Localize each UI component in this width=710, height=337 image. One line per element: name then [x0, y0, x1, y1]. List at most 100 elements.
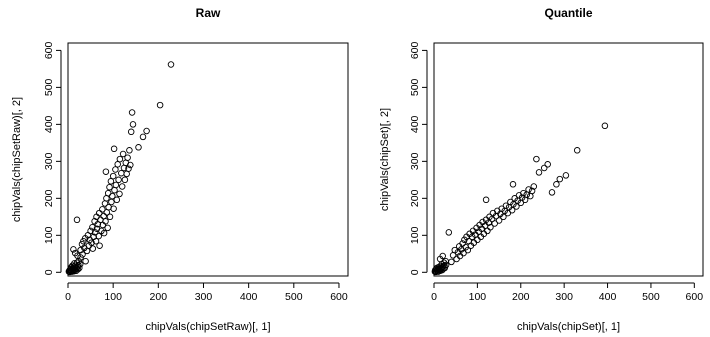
y-axis-label: chipVals(chipSet)[, 2] [379, 108, 391, 211]
y-tick-label: 0 [409, 269, 421, 275]
data-point [82, 257, 89, 265]
x-axis-label: chipVals(chipSet)[, 1] [517, 321, 620, 333]
data-point [114, 161, 121, 168]
data-point [73, 216, 81, 224]
x-axis-label: chipVals(chipSetRaw)[, 1] [145, 321, 270, 333]
data-point [445, 229, 453, 236]
data-point [108, 198, 115, 206]
data-point [553, 181, 560, 188]
x-tick-label: 100 [104, 291, 122, 303]
quantile-panel: Quantile 0 100 200 300 400 500 600 chipVals(chip… [379, 6, 704, 333]
data-point [513, 203, 520, 210]
data-point [111, 186, 118, 194]
x-tick-label: 500 [642, 291, 660, 303]
x-tick-label: 0 [65, 291, 71, 303]
y-tick-label: 100 [409, 226, 421, 244]
data-point [118, 183, 126, 190]
data-point [535, 169, 543, 176]
x-tick-label: 600 [330, 291, 348, 303]
x-tick-label: 300 [555, 291, 573, 303]
data-point [441, 264, 449, 272]
data-point [109, 192, 116, 200]
data-point [509, 181, 517, 188]
raw-panel: Raw 0 100 200 300 400 500 600 chipVals(chipSetRa… [11, 6, 349, 333]
data-point [540, 164, 548, 172]
data-point [76, 264, 83, 272]
data-point [102, 168, 110, 175]
data-point [89, 245, 97, 252]
data-point [119, 150, 127, 158]
data-point [127, 128, 135, 136]
data-point [491, 220, 498, 227]
data-point [104, 189, 112, 197]
data-point [121, 176, 129, 184]
y-tick-label: 500 [43, 78, 55, 96]
data-point [125, 165, 132, 172]
data-point [115, 176, 122, 184]
chart-title: Quantile [544, 6, 592, 20]
data-point [112, 166, 119, 173]
data-point [139, 133, 147, 141]
y-tick-label: 0 [43, 269, 55, 275]
data-point [556, 175, 564, 183]
x-tick-label: 400 [599, 291, 617, 303]
data-point [464, 246, 472, 254]
data-point [562, 172, 570, 179]
data-point [100, 229, 108, 237]
data-point [487, 223, 494, 231]
data-point [156, 101, 164, 109]
y-tick-label: 200 [43, 189, 55, 207]
data-point [484, 227, 491, 235]
data-point [88, 239, 95, 246]
data-point [99, 206, 106, 213]
plot-frame [67, 42, 349, 277]
data-point [107, 178, 115, 185]
data-point [118, 169, 125, 177]
data-point [70, 246, 77, 253]
data-point [508, 206, 516, 214]
y-tick-label: 400 [409, 115, 421, 133]
data-point [601, 122, 609, 130]
x-tick-label: 100 [469, 291, 487, 303]
chart-title: Raw [196, 6, 221, 20]
data-point [87, 227, 94, 235]
data-point [129, 121, 137, 128]
data-point [109, 172, 117, 180]
x-tick-label: 0 [431, 291, 437, 303]
x-tick-label: 200 [150, 291, 168, 303]
data-point [116, 190, 123, 198]
y-tick-label: 200 [409, 189, 421, 207]
data-point [167, 61, 175, 68]
x-tick-label: 300 [195, 291, 213, 303]
data-point [106, 213, 114, 221]
data-point [124, 154, 131, 161]
data-point [528, 187, 536, 195]
data-point [530, 183, 538, 190]
y-axis-label: chipVals(chipSetRaw)[, 2] [11, 97, 23, 222]
data-point [525, 186, 532, 193]
x-tick-label: 600 [686, 291, 704, 303]
data-point [474, 236, 481, 244]
y-tick-label: 600 [409, 41, 421, 59]
data-point [573, 147, 581, 154]
data-point [112, 181, 120, 189]
data-point [77, 246, 84, 254]
data-point [89, 223, 96, 231]
data-point [533, 155, 540, 163]
data-point [92, 237, 100, 245]
data-point [106, 183, 113, 191]
data-point [110, 205, 117, 212]
data-point [79, 251, 86, 258]
data-point [96, 242, 103, 249]
data-point [442, 261, 450, 269]
data-point [482, 196, 490, 204]
data-point [128, 109, 136, 116]
y-tick-label: 300 [43, 152, 55, 170]
x-tick-label: 400 [240, 291, 258, 303]
y-tick-label: 100 [43, 226, 55, 244]
data-point [110, 145, 118, 153]
data-point [135, 144, 142, 151]
y-tick-label: 500 [409, 78, 421, 96]
data-point [95, 232, 102, 240]
data-point [548, 189, 556, 196]
